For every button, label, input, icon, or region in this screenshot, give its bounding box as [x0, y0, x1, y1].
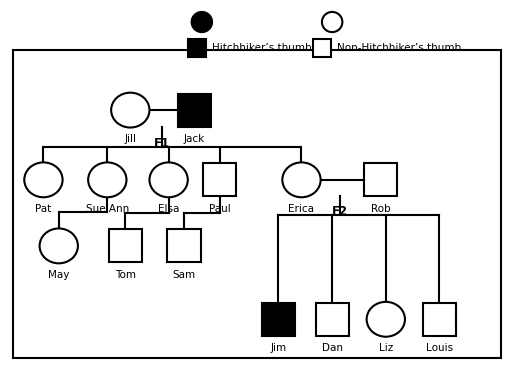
FancyBboxPatch shape — [108, 229, 142, 262]
Text: Elsa: Elsa — [158, 204, 179, 214]
Text: Liz: Liz — [379, 343, 393, 353]
Text: Hitchhiker’s thumb: Hitchhiker’s thumb — [212, 43, 312, 53]
FancyBboxPatch shape — [423, 303, 456, 336]
Ellipse shape — [40, 228, 78, 264]
Ellipse shape — [25, 162, 63, 197]
Text: Louis: Louis — [426, 343, 453, 353]
Text: F1: F1 — [154, 137, 170, 150]
Ellipse shape — [150, 162, 188, 197]
Text: Jack: Jack — [183, 134, 205, 144]
FancyBboxPatch shape — [203, 163, 236, 196]
Text: Erica: Erica — [289, 204, 314, 214]
Ellipse shape — [366, 302, 405, 337]
Ellipse shape — [111, 93, 149, 128]
Ellipse shape — [192, 12, 212, 32]
Text: F2: F2 — [332, 204, 348, 218]
FancyBboxPatch shape — [313, 39, 331, 57]
Text: Tom: Tom — [114, 270, 136, 280]
Text: Rob: Rob — [371, 204, 390, 214]
FancyBboxPatch shape — [364, 163, 398, 196]
Text: Jill: Jill — [124, 134, 136, 144]
Text: May: May — [48, 270, 69, 280]
Ellipse shape — [88, 162, 126, 197]
FancyBboxPatch shape — [13, 50, 501, 358]
Text: Sam: Sam — [172, 270, 196, 280]
Text: Paul: Paul — [209, 204, 230, 214]
FancyBboxPatch shape — [188, 39, 205, 57]
FancyBboxPatch shape — [178, 94, 211, 127]
Text: Dan: Dan — [321, 343, 343, 353]
Text: Non-Hitchhiker’s thumb: Non-Hitchhiker’s thumb — [337, 43, 461, 53]
Text: Sue Ann: Sue Ann — [86, 204, 129, 214]
FancyBboxPatch shape — [168, 229, 200, 262]
Ellipse shape — [282, 162, 321, 197]
Text: Jim: Jim — [270, 343, 287, 353]
FancyBboxPatch shape — [316, 303, 349, 336]
Ellipse shape — [322, 12, 342, 32]
Text: Pat: Pat — [35, 204, 52, 214]
FancyBboxPatch shape — [262, 303, 295, 336]
